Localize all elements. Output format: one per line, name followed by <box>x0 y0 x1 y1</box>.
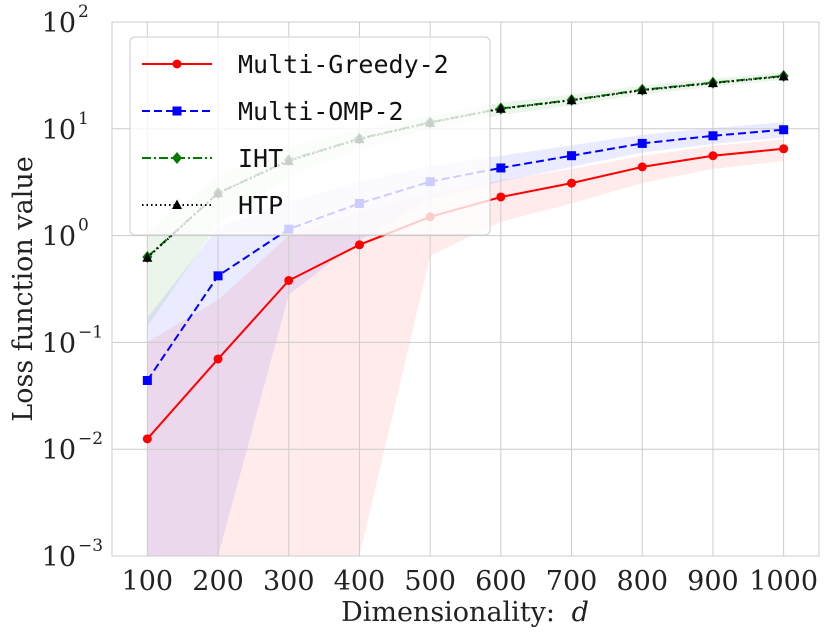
point-multi-omp-2-600 <box>496 163 506 173</box>
y-tick-label-exponent-1: −2 <box>78 429 103 449</box>
y-tick-label-base-1: 10 <box>42 435 76 466</box>
legend-swatch-marker-multi-greedy-2 <box>172 59 182 69</box>
legend-label-multi-greedy-2: Multi-Greedy-2 <box>238 50 449 79</box>
x-tick-label-300: 300 <box>263 566 315 597</box>
x-tick-label-500: 500 <box>404 566 456 597</box>
x-axis-title-text: Dimensionality: <box>341 597 555 628</box>
point-multi-greedy-2-1000 <box>779 144 789 154</box>
y-axis-title: Loss function value <box>8 156 39 421</box>
point-htp-600 <box>495 103 506 113</box>
x-tick-label-200: 200 <box>192 566 244 597</box>
x-tick-label-400: 400 <box>334 566 386 597</box>
y-tick-label-base-0: 10 <box>42 542 76 573</box>
x-tick-labels: 100 200 300 400 500 600 700 800 900 1000 <box>122 566 818 597</box>
point-htp-700 <box>566 94 577 105</box>
legend-items: Multi-Greedy-2 Multi-OMP-2 IHT HTP <box>142 50 449 220</box>
point-multi-greedy-2-800 <box>637 162 647 172</box>
x-tick-label-900: 900 <box>687 566 739 597</box>
point-multi-greedy-2-600 <box>496 192 506 202</box>
legend-label-multi-omp-2: Multi-OMP-2 <box>238 97 404 126</box>
legend-box <box>129 36 491 236</box>
legend-label-iht: IHT <box>238 144 283 173</box>
legend: Multi-Greedy-2 Multi-OMP-2 IHT HTP <box>129 36 491 236</box>
point-multi-greedy-2-400 <box>354 240 364 250</box>
point-multi-omp-2-1000 <box>779 125 789 135</box>
point-multi-greedy-2-700 <box>567 178 577 188</box>
point-multi-greedy-2-900 <box>708 151 718 161</box>
x-axis-title-var: d <box>572 597 589 628</box>
legend-swatch-marker-iht <box>172 152 182 164</box>
y-tick-label-base-4: 10 <box>42 115 76 146</box>
y-tick-label-exponent-4: 1 <box>78 109 89 129</box>
x-tick-label-600: 600 <box>475 566 527 597</box>
y-tick-label-exponent-5: 2 <box>78 2 89 22</box>
point-htp-900 <box>707 77 718 88</box>
x-tick-label-100: 100 <box>122 566 174 597</box>
band-multi-greedy-2 <box>147 139 784 556</box>
point-multi-omp-2-800 <box>637 138 647 148</box>
point-multi-greedy-2-100 <box>142 434 152 444</box>
legend-swatch-marker-htp <box>172 199 182 209</box>
legend-swatch-marker-multi-omp-2 <box>172 106 182 116</box>
y-tick-label-exponent-3: 0 <box>78 216 89 236</box>
x-tick-label-800: 800 <box>616 566 668 597</box>
point-htp-800 <box>637 84 648 95</box>
x-tick-label-1000: 1000 <box>749 566 818 597</box>
y-tick-label-exponent-2: −1 <box>78 322 103 342</box>
point-htp-100 <box>142 252 153 262</box>
y-tick-label-base-5: 10 <box>42 8 76 39</box>
y-tick-label-exponent-0: −3 <box>78 536 103 556</box>
point-multi-omp-2-700 <box>567 151 577 161</box>
point-multi-omp-2-100 <box>142 375 152 385</box>
point-multi-greedy-2-200 <box>213 354 223 364</box>
point-multi-omp-2-200 <box>213 271 223 281</box>
point-htp-1000 <box>778 70 789 81</box>
point-multi-greedy-2-300 <box>284 275 294 285</box>
y-tick-label-base-3: 10 <box>42 222 76 253</box>
x-axis-title: Dimensionality: d <box>341 597 589 628</box>
point-multi-omp-2-900 <box>708 131 718 141</box>
legend-label-htp: HTP <box>238 191 283 220</box>
x-tick-label-700: 700 <box>546 566 598 597</box>
y-tick-label-base-2: 10 <box>42 328 76 359</box>
